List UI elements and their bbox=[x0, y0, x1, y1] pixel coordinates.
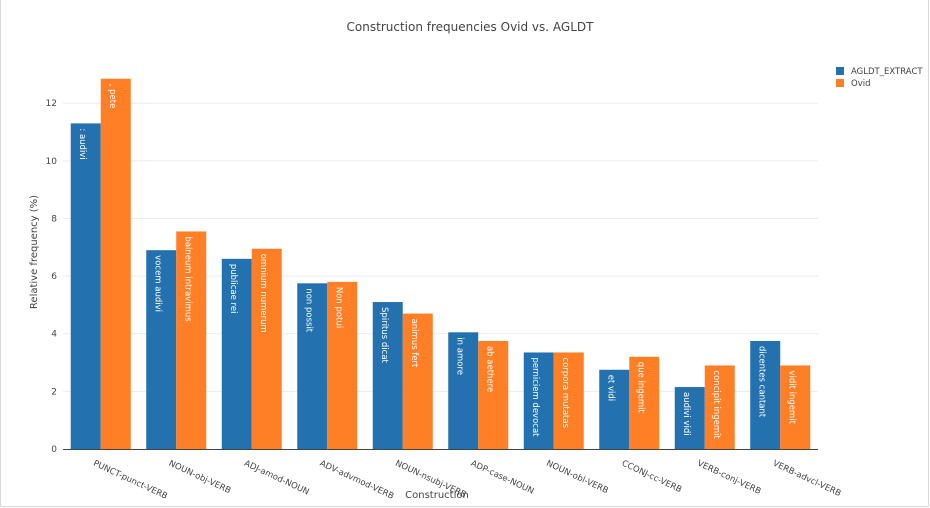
x-tick-label: ADV-advmod-VERB bbox=[318, 459, 395, 502]
y-tick-label: 10 bbox=[46, 157, 58, 167]
bars bbox=[70, 78, 811, 450]
bar-data-label: Spiritus dicat bbox=[379, 307, 389, 363]
x-tick-label: NOUN-obj-VERB bbox=[167, 459, 232, 497]
bar[interactable] bbox=[176, 231, 207, 449]
x-tick-label: VERB-advcl-VERB bbox=[771, 459, 843, 499]
bar[interactable] bbox=[478, 340, 509, 449]
bar[interactable] bbox=[327, 281, 358, 449]
bar[interactable] bbox=[599, 369, 630, 449]
y-axis-ticks: 0 2 4 6 8 10 12 bbox=[46, 99, 58, 455]
bar[interactable] bbox=[100, 78, 131, 450]
bar-data-label: omnium numerum bbox=[258, 254, 268, 333]
bar-data-label: , pete bbox=[107, 84, 117, 109]
bar-data-label: que ingemit bbox=[635, 362, 645, 414]
x-tick-label: NOUN-obl-VERB bbox=[544, 459, 609, 497]
x-tick-label: CCONJ-cc-VERB bbox=[620, 459, 683, 496]
bar[interactable] bbox=[780, 365, 811, 449]
bar[interactable] bbox=[523, 352, 554, 449]
bar[interactable] bbox=[372, 302, 403, 449]
bar-data-label: animus fert bbox=[409, 319, 419, 368]
bar-data-label: vocem audivi bbox=[152, 255, 162, 312]
bar-data-label: corpora mutatas bbox=[560, 357, 570, 428]
y-tick-label: 8 bbox=[51, 214, 57, 224]
bar-labels: : audivi , pete vocem audivi balneum intrav… bbox=[77, 84, 797, 440]
bar[interactable] bbox=[402, 313, 433, 449]
y-tick-label: 2 bbox=[51, 387, 57, 397]
legend-label[interactable]: Ovid bbox=[851, 79, 870, 89]
bar-data-label: perniciem devocat bbox=[530, 357, 540, 437]
bar-data-label: Non potui bbox=[333, 287, 343, 328]
bar-data-label: : audivi bbox=[77, 128, 87, 159]
bar[interactable] bbox=[297, 283, 328, 449]
bar[interactable] bbox=[146, 250, 177, 449]
bar[interactable] bbox=[553, 352, 584, 449]
bar-data-label: non possit bbox=[303, 288, 313, 332]
bar-data-label: in amore bbox=[454, 337, 464, 375]
bar[interactable] bbox=[251, 248, 282, 449]
legend-label[interactable]: AGLDT_EXTRACT bbox=[851, 67, 923, 77]
chart-title: Construction frequencies Ovid vs. AGLDT bbox=[347, 20, 595, 34]
bar-data-label: balneum intravimus bbox=[182, 236, 192, 322]
legend[interactable]: AGLDT_EXTRACT Ovid bbox=[836, 67, 923, 89]
bar[interactable] bbox=[629, 356, 660, 449]
legend-swatch[interactable] bbox=[836, 79, 844, 87]
bar[interactable] bbox=[448, 332, 479, 449]
x-tick-label: ADJ-amod-NOUN bbox=[242, 459, 310, 498]
bar[interactable] bbox=[750, 340, 781, 449]
y-tick-label: 12 bbox=[46, 99, 57, 109]
bar-data-label: concipit ingemit bbox=[711, 370, 721, 439]
bar[interactable] bbox=[704, 365, 735, 449]
x-axis-title: Construction bbox=[405, 490, 469, 501]
y-axis-title: Relative frequency (%) bbox=[29, 195, 40, 309]
bar-data-label: dicentes cantant bbox=[756, 346, 766, 418]
y-tick-label: 4 bbox=[51, 330, 57, 340]
bar-data-label: publicae rei bbox=[228, 264, 238, 314]
bar[interactable] bbox=[674, 387, 705, 449]
bar-data-label: et vidi bbox=[605, 375, 615, 401]
bar[interactable] bbox=[70, 123, 101, 450]
x-tick-label: PUNCT-punct-VERB bbox=[91, 459, 169, 502]
y-tick-label: 6 bbox=[51, 272, 57, 282]
y-tick-label: 0 bbox=[51, 445, 57, 455]
legend-swatch[interactable] bbox=[836, 67, 844, 75]
bar-data-label: vidit ingemit bbox=[786, 370, 796, 424]
bar-data-label: audivi vidi bbox=[681, 392, 691, 436]
bar-data-label: ab aethere bbox=[484, 346, 494, 392]
x-tick-label: ADP-case-NOUN bbox=[469, 459, 535, 497]
x-tick-label: VERB-conj-VERB bbox=[695, 459, 762, 497]
bar[interactable] bbox=[221, 258, 252, 449]
